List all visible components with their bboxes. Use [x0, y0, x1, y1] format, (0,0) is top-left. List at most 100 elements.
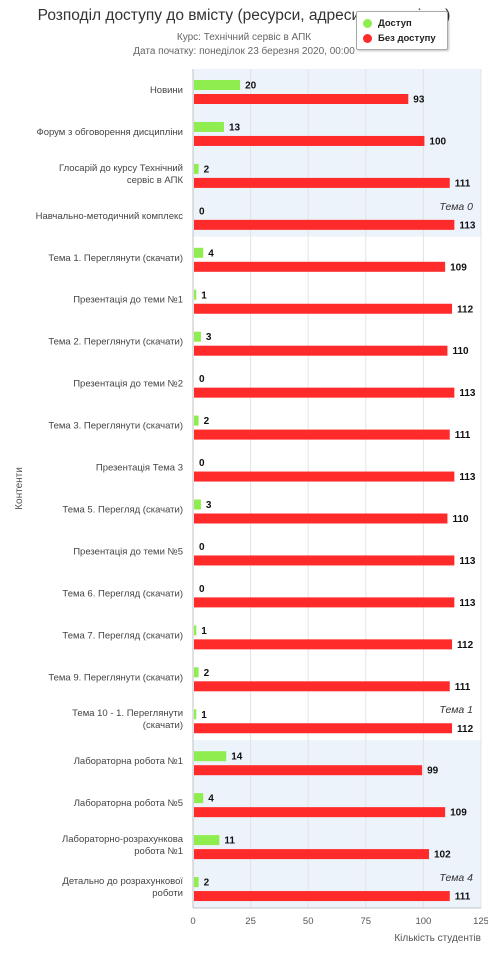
data-label: 111	[455, 430, 471, 441]
data-label: 100	[429, 136, 446, 147]
category-label: Лабораторна робота №1	[74, 756, 183, 767]
plot-band	[193, 236, 481, 741]
bar-no-access	[194, 597, 455, 608]
bar-no-access	[194, 303, 453, 314]
legend-marker-access	[363, 18, 372, 28]
bar-no-access	[194, 681, 450, 692]
category-label: Форум з обговорення дисципліни	[36, 127, 183, 138]
category-label: Тема 3. Переглянути (скачати)	[48, 421, 183, 432]
x-tick-label: 125	[473, 916, 488, 927]
x-tick-label: 50	[303, 916, 314, 927]
category-label: Лабораторна робота №5	[74, 798, 183, 809]
data-label: 99	[427, 766, 439, 777]
legend-label-access: Доступ	[378, 17, 412, 29]
data-label: 0	[199, 374, 205, 385]
chart-subtitle-course: Курс: Технічний сервіс в АПК	[177, 32, 311, 43]
data-label: 112	[457, 304, 474, 315]
band-label: Тема 0	[439, 201, 473, 213]
bar-no-access	[194, 639, 453, 650]
legend-marker-no-access	[363, 33, 372, 43]
category-label: сервіс в АПК	[127, 175, 184, 186]
data-label: 113	[459, 388, 476, 399]
data-label: 2	[204, 416, 210, 427]
bar-no-access	[194, 765, 423, 776]
bar-no-access	[194, 891, 450, 902]
category-label: Новини	[150, 85, 183, 96]
x-axis-title: Кількість студентів	[394, 933, 481, 944]
category-label: Презентація до теми №1	[73, 295, 183, 306]
category-label: роботи	[152, 888, 183, 899]
data-label: 111	[455, 682, 471, 693]
data-label: 111	[455, 892, 471, 903]
data-label: 0	[199, 206, 205, 217]
chart-legend: Доступ Без доступу	[356, 11, 448, 50]
data-label: 93	[413, 95, 425, 106]
bar-no-access	[194, 345, 448, 356]
data-label: 109	[450, 808, 467, 819]
chart-subtitle-date: Дата початку: понеділок 23 березня 2020,…	[133, 45, 355, 57]
data-label: 113	[459, 598, 476, 609]
bar-no-access	[194, 219, 455, 230]
band-label: Тема 4	[439, 872, 473, 884]
legend-label-no-access: Без доступу	[378, 32, 436, 44]
category-label: Тема 9. Переглянути (скачати)	[48, 672, 183, 683]
legend-item-no-access[interactable]: Без доступу	[363, 31, 436, 45]
bar-no-access	[194, 94, 409, 104]
category-label: Презентація до теми №5	[73, 546, 183, 557]
category-label: Лабораторно-розрахункова	[62, 834, 184, 845]
bar-access	[194, 121, 224, 132]
bar-access	[194, 247, 204, 258]
bar-access	[194, 331, 201, 342]
category-label: Тема 2. Переглянути (скачати)	[48, 337, 183, 348]
bar-access	[194, 877, 199, 888]
data-label: 113	[459, 472, 476, 483]
bar-no-access	[194, 177, 450, 188]
data-label: 112	[457, 724, 474, 735]
bar-access	[194, 415, 199, 426]
x-tick-label: 25	[245, 916, 256, 927]
category-label: Глосарій до курсу Технічний	[59, 163, 183, 174]
data-label: 113	[459, 556, 476, 567]
data-label: 110	[452, 514, 469, 525]
data-label: 102	[434, 850, 451, 861]
band-label: Тема 1	[439, 704, 473, 716]
x-tick-label: 100	[415, 916, 431, 927]
bar-access	[194, 289, 197, 300]
bar-access	[194, 709, 197, 720]
category-label: Презентація Тема 3	[96, 463, 183, 474]
category-label: Тема 6. Перегляд (скачати)	[62, 588, 183, 599]
bar-no-access	[194, 849, 430, 860]
category-label: Навчально-методичний комплекс	[36, 211, 184, 222]
bar-access	[194, 751, 227, 762]
category-label: робота №1	[134, 846, 183, 857]
data-label: 2	[204, 668, 210, 679]
category-label: (скачати)	[143, 720, 183, 731]
bar-access	[194, 667, 199, 678]
data-label: 0	[199, 584, 205, 595]
category-label: Тема 7. Перегляд (скачати)	[62, 630, 183, 641]
data-label: 3	[206, 500, 212, 511]
data-label: 2	[204, 878, 210, 889]
data-label: 11	[224, 836, 235, 847]
bar-no-access	[194, 723, 453, 734]
bar-no-access	[194, 387, 455, 398]
data-label: 2	[204, 164, 210, 175]
y-axis-title: Контенти	[14, 467, 25, 510]
data-label: 14	[231, 752, 243, 763]
data-label: 1	[201, 626, 207, 637]
x-tick-label: 0	[190, 916, 195, 927]
data-label: 112	[457, 640, 474, 651]
bar-access	[194, 835, 220, 846]
data-label: 109	[450, 262, 467, 273]
data-label: 4	[208, 248, 214, 259]
bar-access	[194, 80, 241, 90]
bar-no-access	[194, 555, 455, 566]
category-label: Презентація до теми №2	[73, 379, 183, 390]
data-label: 0	[199, 542, 205, 553]
legend-item-access[interactable]: Доступ	[363, 16, 412, 30]
category-label: Тема 1. Переглянути (скачати)	[48, 253, 183, 264]
data-label: 1	[201, 290, 207, 301]
bar-no-access	[194, 429, 450, 440]
category-label: Детально до розрахункової	[62, 876, 183, 887]
